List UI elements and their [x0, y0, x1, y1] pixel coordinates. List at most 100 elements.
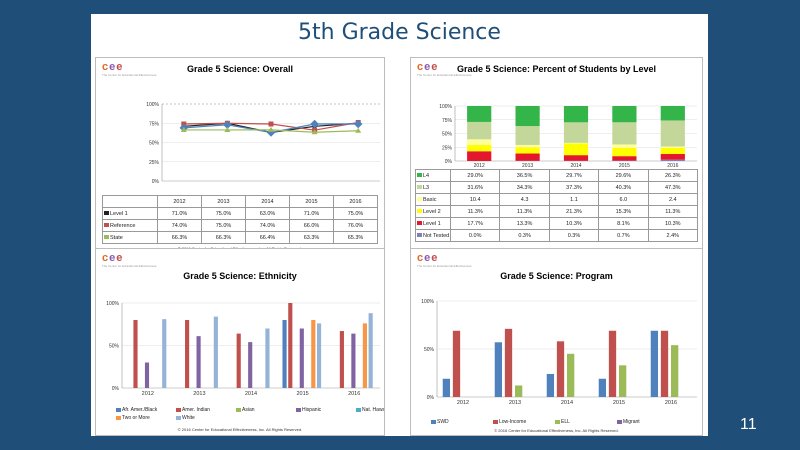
table-cell: 74.0%	[157, 219, 202, 232]
table-cell: 0.0%	[449, 229, 501, 242]
bar	[671, 345, 679, 397]
bar	[299, 328, 304, 388]
y-tick-label: 0%	[445, 159, 453, 165]
bar	[567, 353, 575, 397]
legend-item: Two or More	[116, 415, 150, 421]
data-point	[268, 121, 274, 127]
table-cell: 2.4%	[647, 229, 699, 242]
bar	[660, 330, 669, 397]
x-tick-label: 2012	[142, 391, 154, 397]
table-cell: 74.0%	[245, 219, 290, 232]
series-name: Reference	[102, 219, 158, 232]
table-cell: 17.7%	[449, 217, 501, 230]
table-cell: 6.0	[598, 193, 649, 206]
bar	[339, 331, 344, 388]
table-cell: 75.0%	[333, 207, 378, 220]
slide: 5th Grade Science cee The Center for Educ…	[91, 14, 708, 436]
legend-item: Amer. Indian	[176, 407, 210, 413]
table-row: Level 1 71.0% 75.0% 63.0% 71.0% 75.0%	[102, 207, 378, 220]
stacked-bar-segment	[467, 151, 492, 161]
overall-data-table: 2012 2013 2014 2015 2016 Level 1 71.0% 75.0% 63.…	[102, 195, 378, 244]
stacked-bar-segment	[467, 106, 492, 122]
stacked-bar-segment	[563, 142, 589, 144]
table-cell: 66.0%	[289, 219, 334, 232]
table-cell: 0.3%	[548, 229, 600, 242]
table-cell: 21.3%	[548, 205, 600, 218]
stacked-bar-segment	[563, 122, 589, 143]
overall-line-chart: 0% 25% 50% 75% 100%	[146, 102, 380, 185]
bar	[608, 330, 617, 397]
bar	[619, 365, 627, 397]
level-chart-title: Grade 5 Science: Percent of Students by …	[456, 64, 657, 74]
stacked-bar-segment	[515, 147, 540, 154]
bar	[316, 323, 322, 388]
y-tick-label: 0%	[112, 386, 120, 392]
table-cell: 36.5%	[499, 169, 550, 182]
y-tick-label: 100%	[106, 301, 119, 307]
table-cell: 75.0%	[201, 219, 246, 232]
table-cell: 11.3%	[449, 205, 501, 218]
bar	[288, 303, 293, 388]
y-tick-label: 75%	[149, 121, 160, 127]
table-cell: 76.0%	[333, 219, 378, 232]
table-row: L3 31.6% 34.3% 37.3% 40.3% 47.3%	[415, 181, 699, 194]
legend-item: Migrant	[617, 419, 640, 425]
bar	[362, 323, 367, 388]
table-cell: 1.1	[548, 193, 600, 206]
table-cell: 29.6%	[598, 169, 649, 182]
table-row: L4 29.0% 36.5% 29.7% 29.6% 26.3%	[415, 169, 699, 182]
series-name: L4	[415, 169, 451, 182]
table-cell: 37.3%	[548, 181, 600, 194]
stacked-bar-segment	[467, 121, 492, 140]
table-year: 2015	[289, 195, 334, 208]
stacked-bar-segment	[515, 106, 540, 127]
y-tick-label: 0%	[152, 179, 160, 185]
stacked-bar-segment	[467, 145, 492, 152]
x-tick-label: 2016	[348, 391, 360, 397]
table-row: Reference 74.0% 75.0% 74.0% 66.0% 76.0%	[102, 219, 378, 232]
ethnicity-chart-panel: cee The Center for Educational Effectiven…	[95, 248, 385, 436]
legend-item: ELL	[555, 419, 570, 425]
y-tick-label: 50%	[424, 347, 435, 353]
overall-chart-panel: cee The Center for Educational Effectiven…	[95, 57, 385, 260]
bar	[236, 333, 241, 388]
table-cell: 15.3%	[598, 205, 649, 218]
data-point	[180, 126, 187, 132]
stacked-bar-segment	[612, 122, 637, 145]
bar	[282, 320, 287, 388]
series-name: State	[102, 231, 158, 244]
stacked-bar-segment	[515, 126, 540, 145]
series-name: Not Tested	[415, 229, 451, 242]
legend-item: Hispanic	[296, 407, 321, 413]
table-cell: 75.0%	[201, 207, 246, 220]
stacked-bar-segment	[515, 144, 540, 148]
stacked-bar-segment	[563, 155, 589, 161]
table-cell: 40.3%	[598, 181, 649, 194]
cee-logo: cee The Center for Educational Effectiven…	[102, 61, 157, 77]
table-cell: 47.3%	[647, 181, 699, 194]
program-chart-title: Grade 5 Science: Program	[500, 271, 613, 281]
legend-item: Nat. Hawaiian/P.I.	[356, 407, 384, 413]
data-point	[224, 126, 231, 132]
table-cell: 8.1%	[598, 217, 649, 230]
table-year: 2013	[201, 195, 246, 208]
x-tick-label: 2014	[570, 163, 581, 169]
table-cell: 71.0%	[289, 207, 334, 220]
series-name: L3	[415, 181, 451, 194]
table-cell: 11.3%	[499, 205, 550, 218]
table-cell: 0.3%	[499, 229, 550, 242]
legend-item: White	[176, 415, 195, 421]
table-cell: 63.0%	[245, 207, 290, 220]
cee-logo: cee The Center for Educational Effectiven…	[102, 252, 157, 268]
x-tick-label: 2015	[619, 163, 630, 169]
x-tick-label: 2012	[457, 400, 469, 406]
legend-item: Low-Income	[493, 419, 526, 425]
stacked-bar-segment	[563, 106, 589, 123]
y-tick-label: 0%	[427, 395, 435, 401]
table-row: Basic 10.4 4.3 1.1 6.0 2.4	[415, 193, 699, 206]
x-tick-label: 2015	[296, 391, 308, 397]
program-chart-panel: cee The Center for Educational Effectiven…	[410, 248, 703, 436]
stacked-bar-segment	[660, 106, 685, 121]
y-tick-label: 50%	[109, 344, 120, 350]
ethnicity-caption: © 2016 Center for Educational Effectiven…	[177, 427, 303, 432]
